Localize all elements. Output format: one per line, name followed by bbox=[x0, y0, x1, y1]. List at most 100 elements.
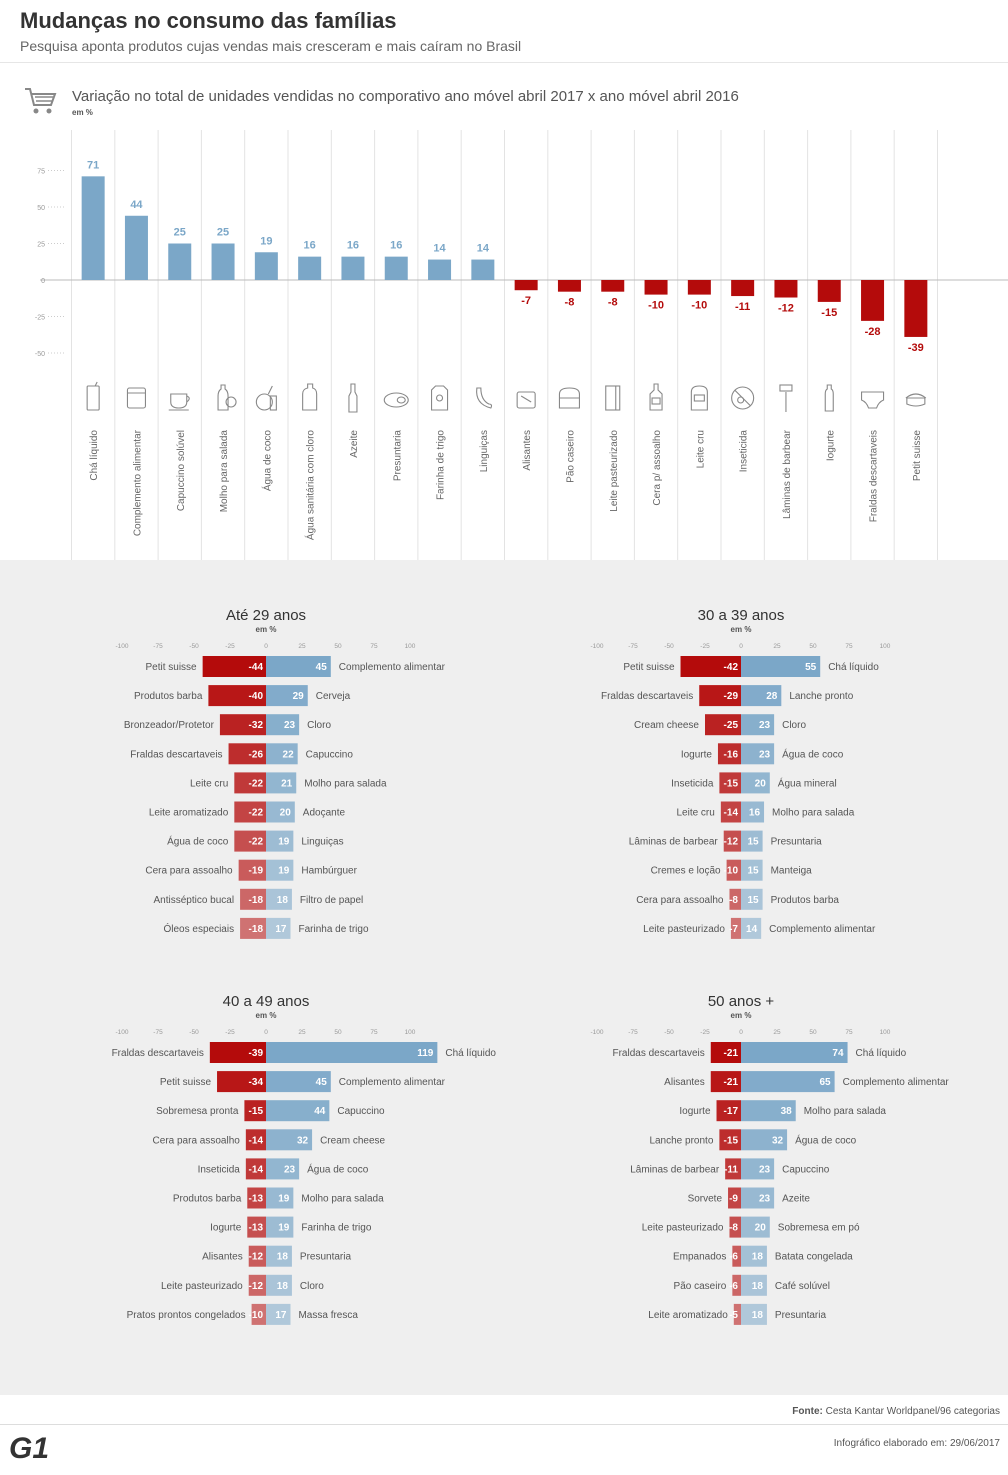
negative-value: -10 bbox=[724, 866, 739, 877]
negative-label: Leite aromatizado bbox=[149, 808, 229, 819]
positive-bar bbox=[266, 1245, 292, 1267]
yogurt-bottle-icon bbox=[824, 384, 834, 412]
negative-label: Óleos especiais bbox=[163, 922, 234, 935]
negative-bar bbox=[251, 1303, 266, 1325]
bar bbox=[861, 280, 885, 321]
negative-bar bbox=[248, 1245, 266, 1267]
negative-label: Inseticida bbox=[198, 1164, 241, 1175]
positive-bar bbox=[266, 1303, 291, 1325]
negative-bar bbox=[729, 888, 741, 910]
category-label: Inseticida bbox=[739, 430, 750, 473]
positive-label: Água de coco bbox=[307, 1162, 369, 1175]
negative-bar bbox=[247, 1187, 266, 1209]
panel-unit: em % bbox=[256, 1011, 277, 1020]
positive-bar bbox=[741, 1303, 767, 1325]
axis-tick-label: -75 bbox=[153, 643, 163, 650]
positive-label: Molho para salada bbox=[772, 808, 855, 819]
cup-icon bbox=[168, 393, 190, 411]
data-label: 71 bbox=[87, 159, 99, 171]
positive-bar bbox=[741, 1187, 775, 1209]
negative-label: Cremes e loção bbox=[651, 866, 721, 877]
positive-bar bbox=[741, 1158, 775, 1180]
negative-label: Leite cru bbox=[190, 778, 228, 789]
flour-bag-icon bbox=[430, 385, 449, 411]
positive-bar bbox=[266, 656, 331, 677]
category-label: Petit suisse bbox=[912, 430, 923, 482]
data-label: 16 bbox=[304, 240, 316, 252]
negative-value: -18 bbox=[249, 924, 264, 935]
axis-tick-label: 0 bbox=[739, 1029, 743, 1036]
negative-value: -18 bbox=[249, 895, 264, 906]
positive-value: 19 bbox=[278, 837, 290, 848]
credit-note: Infográfico elaborado em: 29/06/2017 bbox=[833, 1438, 1000, 1449]
positive-label: Presuntaria bbox=[775, 1310, 827, 1321]
milk-carton-icon bbox=[605, 385, 621, 411]
panel-title: 30 a 39 anos bbox=[698, 607, 785, 624]
negative-label: Água de coco bbox=[167, 835, 229, 848]
category-label: Linguiças bbox=[479, 430, 490, 472]
positive-label: Sobremesa em pó bbox=[778, 1223, 860, 1234]
petit-suisse-icon bbox=[905, 393, 927, 407]
panel-unit: em % bbox=[256, 625, 277, 634]
data-label: -8 bbox=[608, 297, 618, 309]
negative-label: Fraldas descartaveis bbox=[601, 691, 693, 702]
negative-label: Sobremesa pronta bbox=[156, 1106, 239, 1117]
panel-unit: em % bbox=[731, 1011, 752, 1020]
negative-value: -11 bbox=[724, 1164, 738, 1175]
negative-value: -15 bbox=[249, 1106, 264, 1117]
positive-label: Complemento alimentar bbox=[339, 1077, 446, 1088]
negative-label: Fraldas descartaveis bbox=[612, 1048, 704, 1059]
axis-tick-label: -100 bbox=[590, 643, 603, 650]
positive-bar bbox=[266, 743, 298, 765]
negative-value: -8 bbox=[729, 1223, 738, 1234]
negative-bar bbox=[234, 772, 266, 794]
positive-bar bbox=[741, 1129, 788, 1151]
positive-value: 18 bbox=[752, 1310, 764, 1321]
positive-value: 14 bbox=[746, 924, 758, 935]
negative-value: -14 bbox=[249, 1135, 264, 1146]
positive-label: Complemento alimentar bbox=[843, 1077, 950, 1088]
axis-tick-label: -75 bbox=[153, 1029, 163, 1036]
axis-tick-label: -50 bbox=[664, 1029, 674, 1036]
negative-label: Cera para assoalho bbox=[636, 895, 724, 906]
positive-label: Batata congelada bbox=[775, 1252, 853, 1263]
category-label: Lâminas de barbear bbox=[782, 429, 793, 519]
positive-label: Cerveja bbox=[316, 691, 351, 702]
axis-tick-label: -25 bbox=[700, 643, 710, 650]
axis-tick-label: -25 bbox=[225, 643, 235, 650]
y-tick-label: -25 bbox=[35, 315, 45, 322]
razor-icon bbox=[779, 384, 793, 412]
negative-value: -12 bbox=[249, 1281, 264, 1292]
category-label: Azeite bbox=[349, 430, 360, 458]
positive-bar bbox=[266, 1129, 313, 1151]
positive-label: Lanche pronto bbox=[789, 691, 853, 702]
positive-value: 19 bbox=[278, 1223, 290, 1234]
positive-value: 18 bbox=[277, 1281, 289, 1292]
category-label: Alisantes bbox=[522, 430, 533, 471]
axis-tick-label: 25 bbox=[298, 1029, 306, 1036]
positive-label: Produtos barba bbox=[771, 895, 840, 906]
positive-value: 18 bbox=[277, 1252, 289, 1263]
positive-value: 22 bbox=[283, 749, 295, 760]
negative-label: Iogurte bbox=[679, 1106, 711, 1117]
negative-bar bbox=[217, 1071, 266, 1093]
negative-label: Lâminas de barbear bbox=[629, 837, 719, 848]
positive-value: 18 bbox=[277, 895, 289, 906]
data-label: -12 bbox=[778, 303, 794, 315]
positive-label: Farinha de trigo bbox=[301, 1223, 371, 1234]
main-chart-caption: Variação no total de unidades vendidas n… bbox=[72, 88, 739, 105]
negative-label: Cream cheese bbox=[634, 720, 699, 731]
positive-bar bbox=[741, 1071, 835, 1093]
negative-label: Produtos barba bbox=[134, 691, 203, 702]
panel-title: Até 29 anos bbox=[226, 607, 306, 624]
negative-value: -17 bbox=[724, 1106, 739, 1117]
bar bbox=[471, 259, 495, 280]
negative-bar bbox=[729, 1216, 741, 1238]
negative-value: -15 bbox=[724, 778, 739, 789]
positive-label: Chá líquido bbox=[445, 1048, 496, 1059]
positive-value: 23 bbox=[759, 1194, 771, 1205]
positive-bar bbox=[266, 685, 308, 707]
negative-bar bbox=[725, 1158, 741, 1180]
positive-value: 15 bbox=[747, 837, 759, 848]
positive-label: Complemento alimentar bbox=[339, 662, 446, 673]
